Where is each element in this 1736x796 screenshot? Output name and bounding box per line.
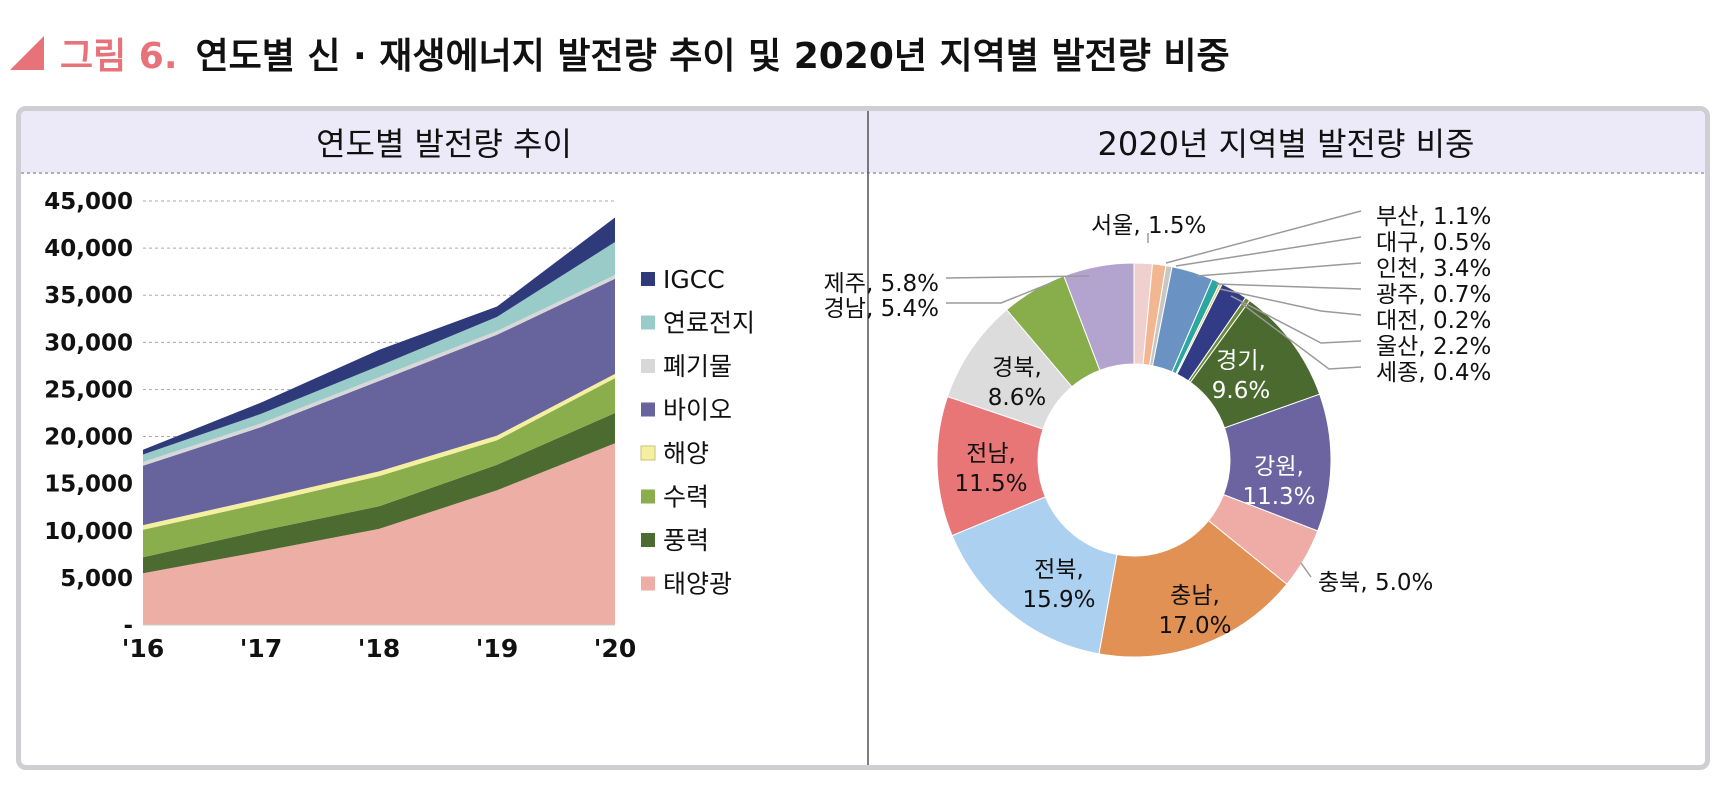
slice-label: 경남, 5.4% (824, 296, 939, 322)
donut-chart: 서울, 1.5% 부산, 1.1%대구, 0.5%인천, 3.4%광주, 0.7%… (824, 204, 1491, 658)
area-series-1 (143, 413, 615, 574)
y-tick-label: 40,000 (44, 236, 133, 262)
legend-swatch (641, 315, 655, 330)
legend-label: 수력 (663, 483, 709, 512)
area-series-5 (143, 275, 615, 466)
slice-percent: 17.0% (1158, 613, 1231, 639)
figure-title: 그림 6. 연도별 신 · 재생에너지 발전량 추이 및 2020년 지역별 발… (10, 28, 1230, 78)
leader-line (945, 275, 1090, 279)
chart-panel: 연도별 발전량 추이 2020년 지역별 발전량 비중 - 5,000 10,000… (16, 106, 1710, 770)
leader-line (1240, 302, 1362, 370)
leader-line (1196, 262, 1362, 277)
legend-label: IGCC (663, 265, 725, 294)
donut-slice-12 (951, 496, 1118, 655)
area-series-2 (143, 378, 615, 558)
slice-label: 울산, 2.2% (1376, 334, 1491, 360)
slice-label: 대구, 0.5% (1376, 230, 1491, 256)
slice-label: 경북, (992, 355, 1042, 381)
slice-label: 강원, (1254, 454, 1304, 480)
slice-label: 서울, 1.5% (1091, 213, 1206, 239)
area-series-4 (143, 278, 615, 526)
slice-label: 대전, 0.2% (1376, 308, 1491, 334)
y-tick-label: 10,000 (44, 519, 133, 545)
panel-header-bg (21, 111, 1705, 173)
leader-line (1219, 288, 1362, 316)
figure-number: 그림 6. (60, 36, 178, 77)
legend-label: 폐기물 (663, 352, 732, 381)
leader-line (1215, 283, 1362, 290)
y-tick-label: 15,000 (44, 472, 133, 498)
legend-swatch (641, 359, 655, 373)
leader-line (1165, 210, 1362, 264)
slice-label: 전남, (966, 441, 1016, 467)
slice-label: 충북, 5.0% (1318, 570, 1433, 596)
legend-label: 풍력 (663, 526, 709, 555)
leader-line (1300, 562, 1312, 578)
legend-swatch (641, 489, 655, 504)
slice-label: 충남, (1170, 583, 1220, 609)
slice-label: 세종, 0.4% (1376, 360, 1491, 386)
y-tick-label: - (123, 613, 133, 639)
slice-percent: 11.3% (1242, 484, 1315, 510)
slice-label: 전북, (1034, 557, 1084, 583)
donut-slice-11 (1098, 519, 1288, 658)
leader-line (1230, 295, 1362, 344)
area-series-0 (143, 443, 615, 625)
title-triangle-icon (10, 36, 44, 70)
y-tick-label: 45,000 (44, 189, 133, 215)
y-tick-label: 30,000 (44, 330, 133, 356)
slice-percent: 8.6% (988, 385, 1046, 411)
figure-title-text: 연도별 신 · 재생에너지 발전량 추이 및 2020년 지역별 발전량 비중 (195, 36, 1230, 77)
legend-swatch (641, 576, 655, 591)
legend-swatch (641, 402, 655, 417)
charts-svg: 연도별 발전량 추이 2020년 지역별 발전량 비중 - 5,000 10,000… (21, 111, 1705, 765)
slice-percent: 15.9% (1022, 587, 1095, 613)
legend-swatch (641, 533, 655, 547)
slice-percent: 9.6% (1212, 378, 1270, 404)
y-tick-label: 20,000 (44, 425, 133, 451)
y-tick-label: 35,000 (44, 283, 133, 309)
area-series-6 (143, 242, 615, 462)
x-tick-label: '17 (240, 634, 282, 663)
area-chart-title: 연도별 발전량 추이 (316, 125, 572, 163)
y-tick-label: 5,000 (60, 566, 133, 592)
x-tick-label: '18 (358, 634, 400, 663)
legend-swatch (641, 272, 655, 286)
slice-label: 광주, 0.7% (1376, 282, 1491, 308)
slice-label: 경기, (1216, 348, 1266, 374)
donut-slice-16 (1063, 262, 1135, 371)
legend-label: 해양 (663, 439, 709, 468)
area-chart: - 5,000 10,000 15,000 20,000 25,000 30,000 35,0… (44, 189, 636, 663)
slice-label: 제주, 5.8% (824, 271, 939, 297)
slice-percent: 11.5% (954, 471, 1027, 497)
pie-chart-title: 2020년 지역별 발전량 비중 (1098, 125, 1475, 163)
y-tick-label: 25,000 (44, 377, 133, 403)
x-tick-label: '16 (122, 634, 164, 663)
legend-label: 태양광 (663, 570, 732, 599)
legend-label: 바이오 (663, 396, 732, 425)
legend-swatch (640, 445, 656, 461)
x-tick-label: '20 (594, 634, 636, 663)
slice-label: 부산, 1.1% (1376, 204, 1491, 230)
legend-label: 연료전지 (663, 309, 755, 338)
slice-label: 인천, 3.4% (1376, 256, 1491, 282)
leader-line (946, 282, 1052, 304)
x-tick-label: '19 (476, 634, 518, 663)
leader-line (1175, 236, 1362, 267)
